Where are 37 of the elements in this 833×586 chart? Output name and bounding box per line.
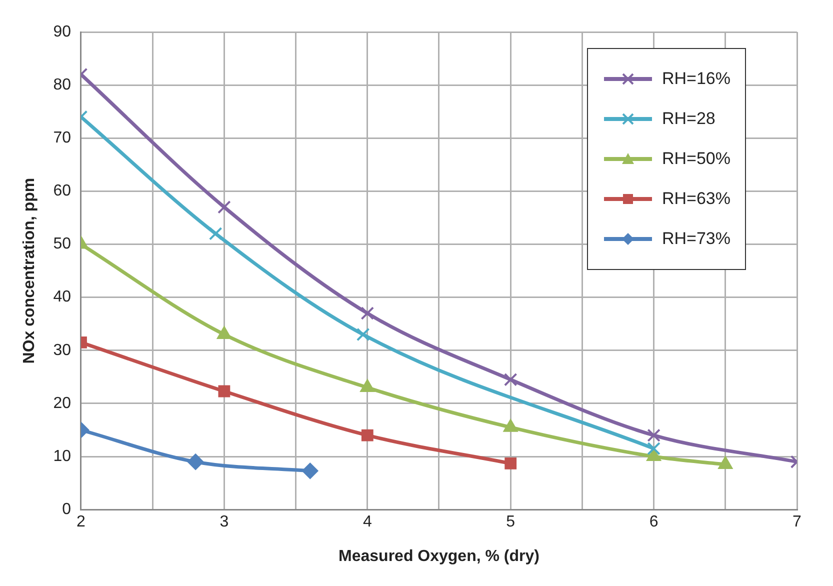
point [208,226,222,240]
x-tick-label: 7 [792,514,802,531]
y-tick-label: 10 [53,448,72,465]
legend-label: RH=63% [662,189,731,209]
y-tick-label: 90 [53,23,72,40]
point [361,429,374,442]
point [360,380,374,392]
legend-label: RH=28 [662,109,716,129]
x-tick-label: 3 [220,514,229,531]
point [356,328,370,342]
y-tick-label: 40 [53,288,72,306]
legend-label: RH=16% [662,69,731,89]
y-tick-label: 70 [53,130,72,147]
x-tick-label: 5 [506,514,516,531]
y-tick-label: 20 [53,394,72,412]
legend-label: RH=73% [662,229,731,249]
y-tick-label: 60 [53,182,72,200]
point [647,428,660,442]
legend-label: RH=50% [662,149,731,169]
point [218,385,230,398]
x-tick-label: 6 [649,514,658,531]
x-tick-label: 2 [76,514,86,531]
point [360,306,374,320]
point [188,454,204,470]
point [504,457,517,470]
y-axis-title: NOx concentration, ppm [21,178,38,364]
x-tick-label: 4 [362,514,372,531]
point [647,442,660,456]
point [504,372,518,386]
x-axis-title: Measured Oxygen, % (dry) [338,548,540,565]
point [302,462,318,479]
y-tick-label: 80 [53,76,72,94]
point [218,200,231,214]
y-tick-label: 0 [62,501,72,518]
y-tick-label: 30 [53,342,72,359]
point [646,448,661,462]
y-tick-label: 50 [53,236,72,253]
